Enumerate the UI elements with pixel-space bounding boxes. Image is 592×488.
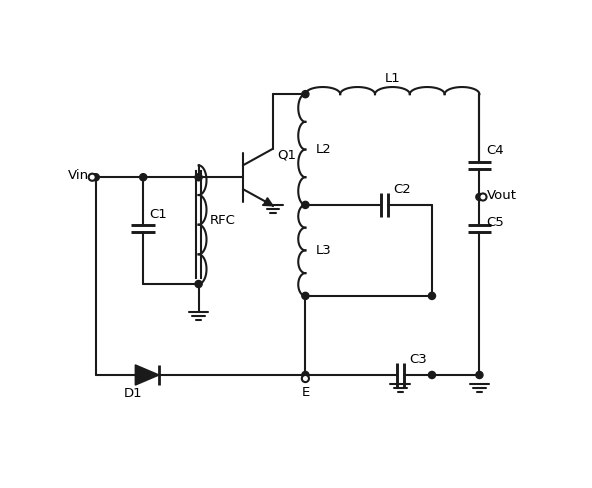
Circle shape (195, 174, 202, 181)
Text: C2: C2 (393, 183, 411, 196)
Text: C3: C3 (409, 353, 427, 366)
Text: L2: L2 (316, 143, 331, 156)
Text: D1: D1 (124, 387, 143, 400)
Circle shape (476, 371, 483, 379)
Text: C1: C1 (149, 208, 167, 221)
Circle shape (476, 193, 483, 201)
Circle shape (429, 371, 436, 379)
Text: Vin: Vin (67, 169, 89, 182)
Circle shape (302, 202, 309, 208)
Text: C4: C4 (487, 143, 504, 157)
Circle shape (302, 292, 309, 300)
Circle shape (92, 174, 99, 181)
Text: L1: L1 (385, 72, 400, 85)
Text: E: E (302, 386, 310, 399)
Polygon shape (263, 198, 273, 206)
Circle shape (140, 174, 147, 181)
Circle shape (302, 91, 309, 98)
Circle shape (89, 174, 96, 181)
Circle shape (302, 371, 309, 379)
Circle shape (480, 193, 487, 201)
Circle shape (302, 375, 309, 382)
Polygon shape (136, 365, 159, 385)
Circle shape (195, 281, 202, 287)
Text: Vout: Vout (487, 188, 517, 202)
Text: L3: L3 (316, 244, 331, 257)
Text: RFC: RFC (210, 214, 236, 227)
Text: Q1: Q1 (278, 149, 297, 162)
Text: C5: C5 (487, 216, 504, 229)
Circle shape (429, 292, 436, 300)
